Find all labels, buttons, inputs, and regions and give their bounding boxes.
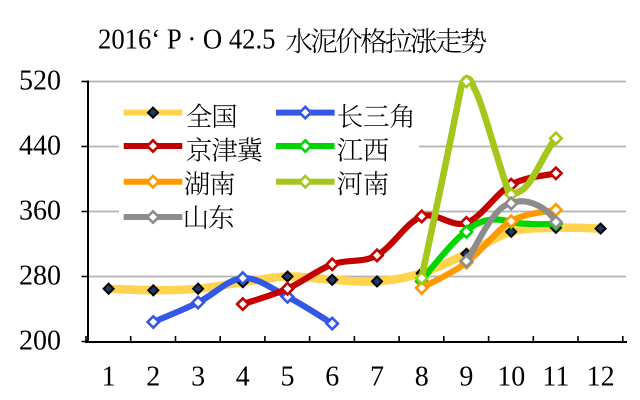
svg-text:4: 4 (236, 361, 250, 392)
svg-text:1: 1 (102, 361, 116, 392)
svg-text:6: 6 (325, 361, 339, 392)
svg-text:280: 280 (19, 261, 61, 292)
svg-text:10: 10 (497, 361, 525, 392)
svg-text:8: 8 (415, 361, 429, 392)
svg-text:200: 200 (19, 326, 61, 357)
svg-text:12: 12 (587, 361, 615, 392)
svg-text:520: 520 (19, 66, 61, 97)
svg-text:440: 440 (19, 131, 61, 162)
svg-text:11: 11 (542, 361, 569, 392)
svg-text:9: 9 (459, 361, 473, 392)
svg-text:2: 2 (146, 361, 160, 392)
svg-text:360: 360 (19, 196, 61, 227)
svg-text:3: 3 (191, 361, 205, 392)
svg-text:5: 5 (281, 361, 295, 392)
svg-text:7: 7 (370, 361, 384, 392)
svg-text:2016‘ P · O 42.5: 2016‘ P · O 42.5 (98, 25, 276, 56)
